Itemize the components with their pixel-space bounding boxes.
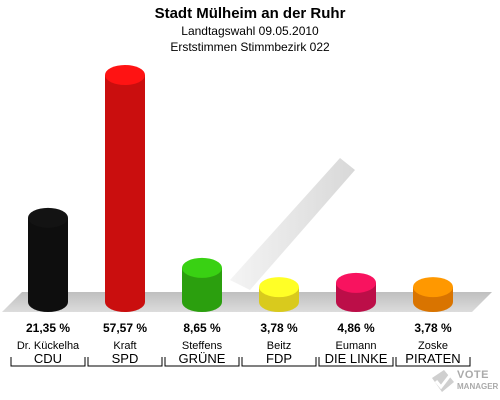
bar-body — [28, 217, 68, 312]
value-label: 3,78 % — [414, 321, 452, 335]
party-label: CDU — [34, 351, 62, 366]
value-label: 57,57 % — [103, 321, 147, 335]
chart-backdrop — [230, 158, 355, 290]
candidate-label: Beitz — [267, 340, 291, 352]
party-label: FDP — [266, 351, 292, 366]
bar-fdp — [259, 277, 299, 312]
vote-manager-logo: VOTE MANAGER — [430, 368, 498, 398]
party-underline — [164, 357, 240, 367]
value-label: 4,86 % — [337, 321, 375, 335]
candidate-label: Eumann — [336, 340, 377, 352]
party-label: GRÜNE — [179, 351, 226, 366]
bar-grüne — [182, 257, 222, 312]
party-label: DIE LINKE — [325, 351, 388, 366]
bar-top — [105, 65, 145, 85]
party-underline — [241, 357, 317, 367]
candidate-label: Zoske — [418, 340, 448, 352]
chart-subtitle-district: Erststimmen Stimmbezirk 022 — [170, 40, 330, 54]
party-label: SPD — [112, 351, 139, 366]
chart-title: Stadt Mülheim an der Ruhr — [154, 5, 346, 22]
bar-top — [28, 207, 68, 228]
bar-body — [105, 75, 145, 312]
value-label: 8,65 % — [183, 321, 221, 335]
value-label: 3,78 % — [260, 321, 298, 335]
bar-top — [413, 277, 453, 298]
party-underline — [10, 357, 86, 367]
party-underline — [395, 357, 471, 367]
party-underline — [318, 357, 394, 367]
bar-top — [182, 257, 222, 278]
bar-top — [336, 272, 376, 293]
value-label: 21,35 % — [26, 321, 70, 335]
bar-spd — [105, 65, 145, 312]
checkmark-ballot-icon — [432, 370, 454, 392]
party-underline — [87, 357, 163, 367]
candidate-label: Kraft — [113, 340, 136, 352]
logo-text-vote: VOTE — [457, 369, 489, 381]
bar-die-linke — [336, 272, 376, 312]
candidate-label: Steffens — [182, 340, 223, 352]
chart-subtitle-election: Landtagswahl 09.05.2010 — [181, 24, 319, 38]
bar-cdu — [28, 207, 68, 312]
logo-text-manager: MANAGER — [457, 382, 499, 391]
bar-top — [259, 277, 299, 298]
bar-body — [182, 267, 222, 312]
bar-piraten — [413, 277, 453, 312]
party-label: PIRATEN — [405, 351, 460, 366]
candidate-label: Dr. Kückelha — [17, 340, 80, 352]
